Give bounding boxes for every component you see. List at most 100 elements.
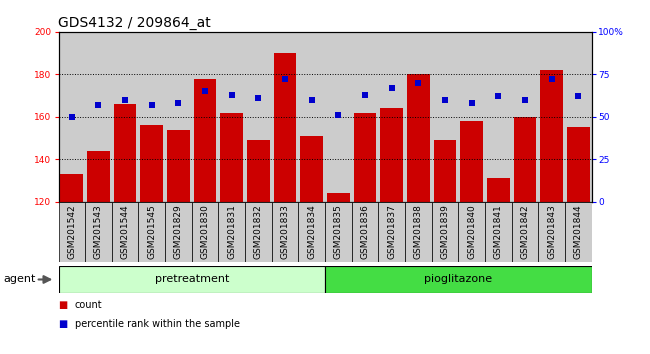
Text: GSM201543: GSM201543 <box>94 205 103 259</box>
Bar <box>245 202 272 262</box>
Text: ■: ■ <box>58 300 68 310</box>
Bar <box>354 113 376 202</box>
Bar <box>325 202 352 262</box>
Bar <box>380 108 403 202</box>
Bar <box>327 193 350 202</box>
Bar <box>432 202 458 262</box>
Bar <box>192 32 218 202</box>
Bar <box>378 202 405 262</box>
Text: GSM201843: GSM201843 <box>547 205 556 259</box>
Text: pioglitazone: pioglitazone <box>424 274 492 285</box>
Bar <box>352 202 378 262</box>
Bar <box>167 130 190 202</box>
Bar <box>565 32 592 202</box>
Text: GSM201834: GSM201834 <box>307 205 316 259</box>
Text: GSM201836: GSM201836 <box>361 204 369 259</box>
Point <box>333 112 343 118</box>
Point <box>547 76 557 82</box>
Bar <box>112 32 138 202</box>
Text: GSM201545: GSM201545 <box>148 205 156 259</box>
Bar <box>378 32 405 202</box>
Bar <box>540 70 563 202</box>
Bar <box>85 202 112 262</box>
Bar <box>485 32 512 202</box>
Bar <box>272 32 298 202</box>
Bar <box>218 202 245 262</box>
Bar <box>194 79 216 202</box>
Bar <box>458 32 485 202</box>
Bar <box>298 32 325 202</box>
Text: GSM201844: GSM201844 <box>574 205 582 259</box>
Text: GSM201837: GSM201837 <box>387 204 396 259</box>
Bar <box>220 113 243 202</box>
Text: ■: ■ <box>58 319 68 329</box>
Bar <box>325 266 592 293</box>
Bar <box>85 32 112 202</box>
Bar <box>138 32 165 202</box>
Bar <box>432 32 458 202</box>
Bar <box>325 32 352 202</box>
Bar <box>192 202 218 262</box>
Bar <box>58 202 85 262</box>
Bar <box>138 202 165 262</box>
Bar <box>405 32 432 202</box>
Text: percentile rank within the sample: percentile rank within the sample <box>75 319 240 329</box>
Bar <box>165 202 192 262</box>
Point <box>67 114 77 120</box>
Text: GSM201831: GSM201831 <box>227 204 236 259</box>
Bar <box>298 202 325 262</box>
Bar <box>58 266 325 293</box>
Bar <box>567 127 590 202</box>
Point <box>386 85 396 91</box>
Text: GDS4132 / 209864_at: GDS4132 / 209864_at <box>58 16 211 30</box>
Point <box>439 97 450 103</box>
Point <box>280 76 291 82</box>
Text: GSM201842: GSM201842 <box>521 205 529 259</box>
Bar <box>407 74 430 202</box>
Bar <box>60 174 83 202</box>
Bar <box>247 140 270 202</box>
Bar <box>58 32 85 202</box>
Point <box>360 92 370 98</box>
Bar <box>165 32 192 202</box>
Text: GSM201838: GSM201838 <box>414 204 422 259</box>
Text: agent: agent <box>3 274 36 285</box>
Bar <box>218 32 245 202</box>
Point <box>254 95 264 101</box>
Point <box>173 101 184 106</box>
Point <box>467 101 477 106</box>
Bar <box>512 202 538 262</box>
Point <box>413 80 424 86</box>
Bar <box>538 202 565 262</box>
Bar <box>565 202 592 262</box>
Point <box>307 97 317 103</box>
Text: GSM201833: GSM201833 <box>281 204 289 259</box>
Text: count: count <box>75 300 103 310</box>
Point <box>200 88 211 94</box>
Bar <box>140 125 163 202</box>
Point <box>520 97 530 103</box>
Point <box>94 102 104 108</box>
Text: GSM201542: GSM201542 <box>68 205 76 259</box>
Text: GSM201839: GSM201839 <box>441 204 449 259</box>
Bar <box>485 202 512 262</box>
Text: GSM201829: GSM201829 <box>174 205 183 259</box>
Bar <box>538 32 565 202</box>
Bar <box>512 32 538 202</box>
Bar <box>405 202 432 262</box>
Bar <box>274 53 296 202</box>
Bar <box>245 32 272 202</box>
Point <box>147 102 157 108</box>
Bar <box>487 178 510 202</box>
Point <box>493 93 504 99</box>
Text: GSM201544: GSM201544 <box>121 205 129 259</box>
Text: GSM201841: GSM201841 <box>494 205 502 259</box>
Text: GSM201835: GSM201835 <box>334 204 343 259</box>
Text: GSM201840: GSM201840 <box>467 205 476 259</box>
Point <box>120 97 130 103</box>
Bar <box>272 202 298 262</box>
Point <box>573 93 584 99</box>
Bar <box>114 104 136 202</box>
Bar <box>514 117 536 202</box>
Bar <box>352 32 378 202</box>
